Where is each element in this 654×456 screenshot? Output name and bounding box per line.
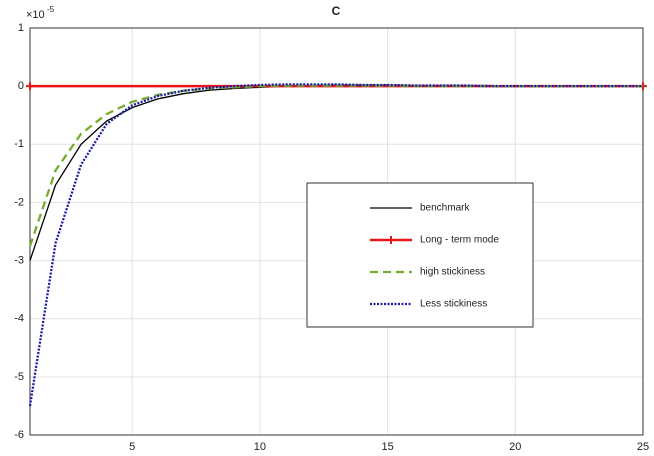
- y-tick-label: -6: [14, 429, 24, 441]
- y-tick-label: 0: [18, 80, 24, 92]
- y-tick-label: -1: [14, 138, 24, 150]
- x-tick-label: 5: [129, 441, 135, 453]
- chart-title: C: [332, 4, 341, 18]
- y-tick-label: -5: [14, 371, 24, 383]
- legend-label: benchmark: [420, 203, 470, 214]
- legend-label: Less stickiness: [420, 299, 487, 310]
- x-tick-label: 20: [509, 441, 521, 453]
- y-tick-label: 1: [18, 22, 24, 34]
- y-tick-label: -3: [14, 254, 24, 266]
- legend-label: Long - term mode: [420, 235, 499, 246]
- plot-frame: [29, 27, 644, 436]
- x-tick-label: 15: [381, 441, 393, 453]
- series-line: [28, 84, 643, 247]
- y-scale-base: ×10: [26, 9, 45, 21]
- series-marker: [26, 82, 34, 91]
- x-tick-label: 10: [254, 441, 266, 453]
- series-line: [28, 83, 643, 407]
- y-tick-label: -2: [14, 196, 24, 208]
- y-tick-label: -4: [14, 313, 24, 325]
- legend-box: [306, 182, 534, 328]
- x-tick-label: 25: [637, 441, 649, 453]
- legend-label: high stickiness: [420, 267, 485, 278]
- y-scale-exponent: -5: [47, 5, 55, 14]
- legend-marker: [387, 236, 395, 244]
